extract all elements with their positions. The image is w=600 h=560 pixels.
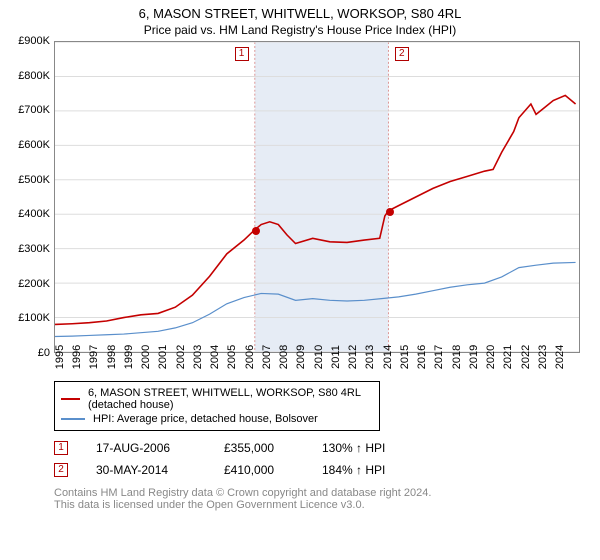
legend: 6, MASON STREET, WHITWELL, WORKSOP, S80 … xyxy=(54,381,380,431)
transaction-hpi: 184% ↑ HPI xyxy=(322,463,432,477)
legend-label: HPI: Average price, detached house, Bols… xyxy=(93,413,318,425)
y-tick-label: £200K xyxy=(10,278,50,290)
transactions-table: 1 17-AUG-2006 £355,000 130% ↑ HPI 2 30-MAY-20… xyxy=(54,437,590,481)
legend-label: 6, MASON STREET, WHITWELL, WORKSOP, S80 … xyxy=(88,387,373,411)
transaction-marker-icon: 1 xyxy=(54,441,68,455)
chart-title: 6, MASON STREET, WHITWELL, WORKSOP, S80 … xyxy=(0,0,600,21)
y-tick-label: £800K xyxy=(10,70,50,82)
plot-wrap: £0 £100K £200K £300K £400K £500K £600K £700K £80… xyxy=(10,41,590,373)
transaction-date: 30-MAY-2014 xyxy=(96,463,196,477)
x-tick-label: 2024 xyxy=(554,345,576,369)
transaction-marker: 2 xyxy=(395,47,409,61)
transaction-price: £355,000 xyxy=(224,441,294,455)
y-tick-label: £900K xyxy=(10,35,50,47)
y-tick-label: £300K xyxy=(10,243,50,255)
y-tick-label: £500K xyxy=(10,174,50,186)
chart-subtitle: Price paid vs. HM Land Registry's House … xyxy=(0,21,600,41)
transaction-price: £410,000 xyxy=(224,463,294,477)
transaction-dot xyxy=(252,227,260,235)
y-tick-label: £600K xyxy=(10,139,50,151)
transaction-hpi: 130% ↑ HPI xyxy=(322,441,432,455)
y-tick-label: £100K xyxy=(10,312,50,324)
footer-line-2: This data is licensed under the Open Gov… xyxy=(54,499,590,511)
transaction-marker-icon: 2 xyxy=(54,463,68,477)
legend-row: HPI: Average price, detached house, Bols… xyxy=(61,412,373,426)
transaction-marker: 1 xyxy=(235,47,249,61)
footer-line-1: Contains HM Land Registry data © Crown c… xyxy=(54,487,590,499)
plot-area xyxy=(54,41,580,353)
transaction-dot xyxy=(386,208,394,216)
transaction-row: 2 30-MAY-2014 £410,000 184% ↑ HPI xyxy=(54,459,590,481)
y-tick-label: £400K xyxy=(10,208,50,220)
legend-swatch xyxy=(61,418,85,420)
transaction-date: 17-AUG-2006 xyxy=(96,441,196,455)
transaction-row: 1 17-AUG-2006 £355,000 130% ↑ HPI xyxy=(54,437,590,459)
legend-row: 6, MASON STREET, WHITWELL, WORKSOP, S80 … xyxy=(61,386,373,412)
chart-svg xyxy=(55,42,579,352)
legend-swatch xyxy=(61,398,80,400)
footer: Contains HM Land Registry data © Crown c… xyxy=(54,487,590,511)
y-tick-label: £0 xyxy=(10,347,50,359)
y-tick-label: £700K xyxy=(10,104,50,116)
